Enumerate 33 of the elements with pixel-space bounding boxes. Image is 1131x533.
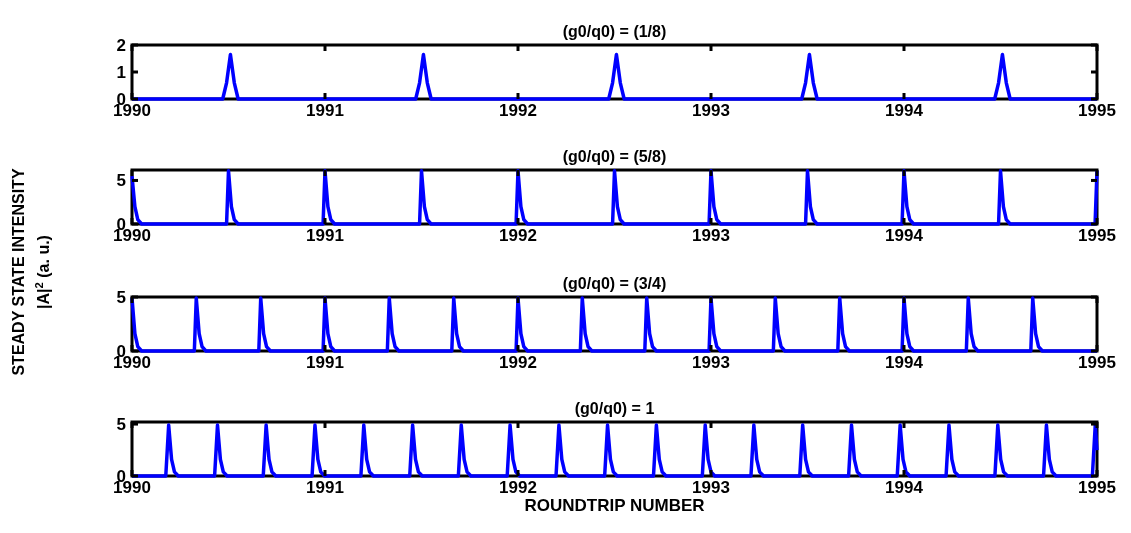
y-tick-label: 5: [116, 415, 126, 435]
x-tick-label: 1991: [306, 226, 344, 245]
x-tick-label: 1992: [499, 353, 537, 372]
x-tick-label: 1995: [1078, 353, 1116, 372]
x-tick-label: 1993: [692, 101, 730, 120]
x-tick-label: 1994: [885, 353, 924, 372]
x-tick-label: 1995: [1078, 101, 1116, 120]
chart-title: (g0/q0) = 1: [574, 400, 655, 417]
chart-title: (g0/q0) = (1/8): [562, 23, 667, 40]
y-tick-label: 1: [116, 62, 126, 82]
x-tick-label: 1992: [499, 478, 537, 497]
x-tick-label: 1994: [885, 226, 924, 245]
x-tick-label: 1992: [499, 226, 537, 245]
line-series: [130, 423, 1099, 478]
x-tick-label: 1991: [306, 353, 344, 372]
x-tick-label: 1995: [1078, 226, 1116, 245]
x-tick-label: 1994: [885, 101, 924, 120]
x-tick-label: 1993: [692, 353, 730, 372]
x-tick-label: 1991: [306, 478, 344, 497]
y-tick-label: 2: [116, 35, 126, 55]
y-tick-label: 5: [116, 287, 126, 307]
x-tick-label: 1991: [306, 101, 344, 120]
x-tick-label: 1993: [692, 478, 730, 497]
x-axis-title: ROUNDTRIP NUMBER: [524, 496, 705, 515]
line-series: [130, 296, 1099, 353]
x-tick-label: 1994: [885, 478, 924, 497]
chart-title: (g0/q0) = (3/4): [562, 275, 667, 292]
line-series: [130, 169, 1099, 226]
x-tick-label: 1993: [692, 226, 730, 245]
x-tick-label: 1995: [1078, 478, 1116, 497]
x-tick-label: 1992: [499, 101, 537, 120]
y-tick-label: 5: [116, 171, 126, 191]
chart-title: (g0/q0) = (5/8): [562, 148, 667, 165]
